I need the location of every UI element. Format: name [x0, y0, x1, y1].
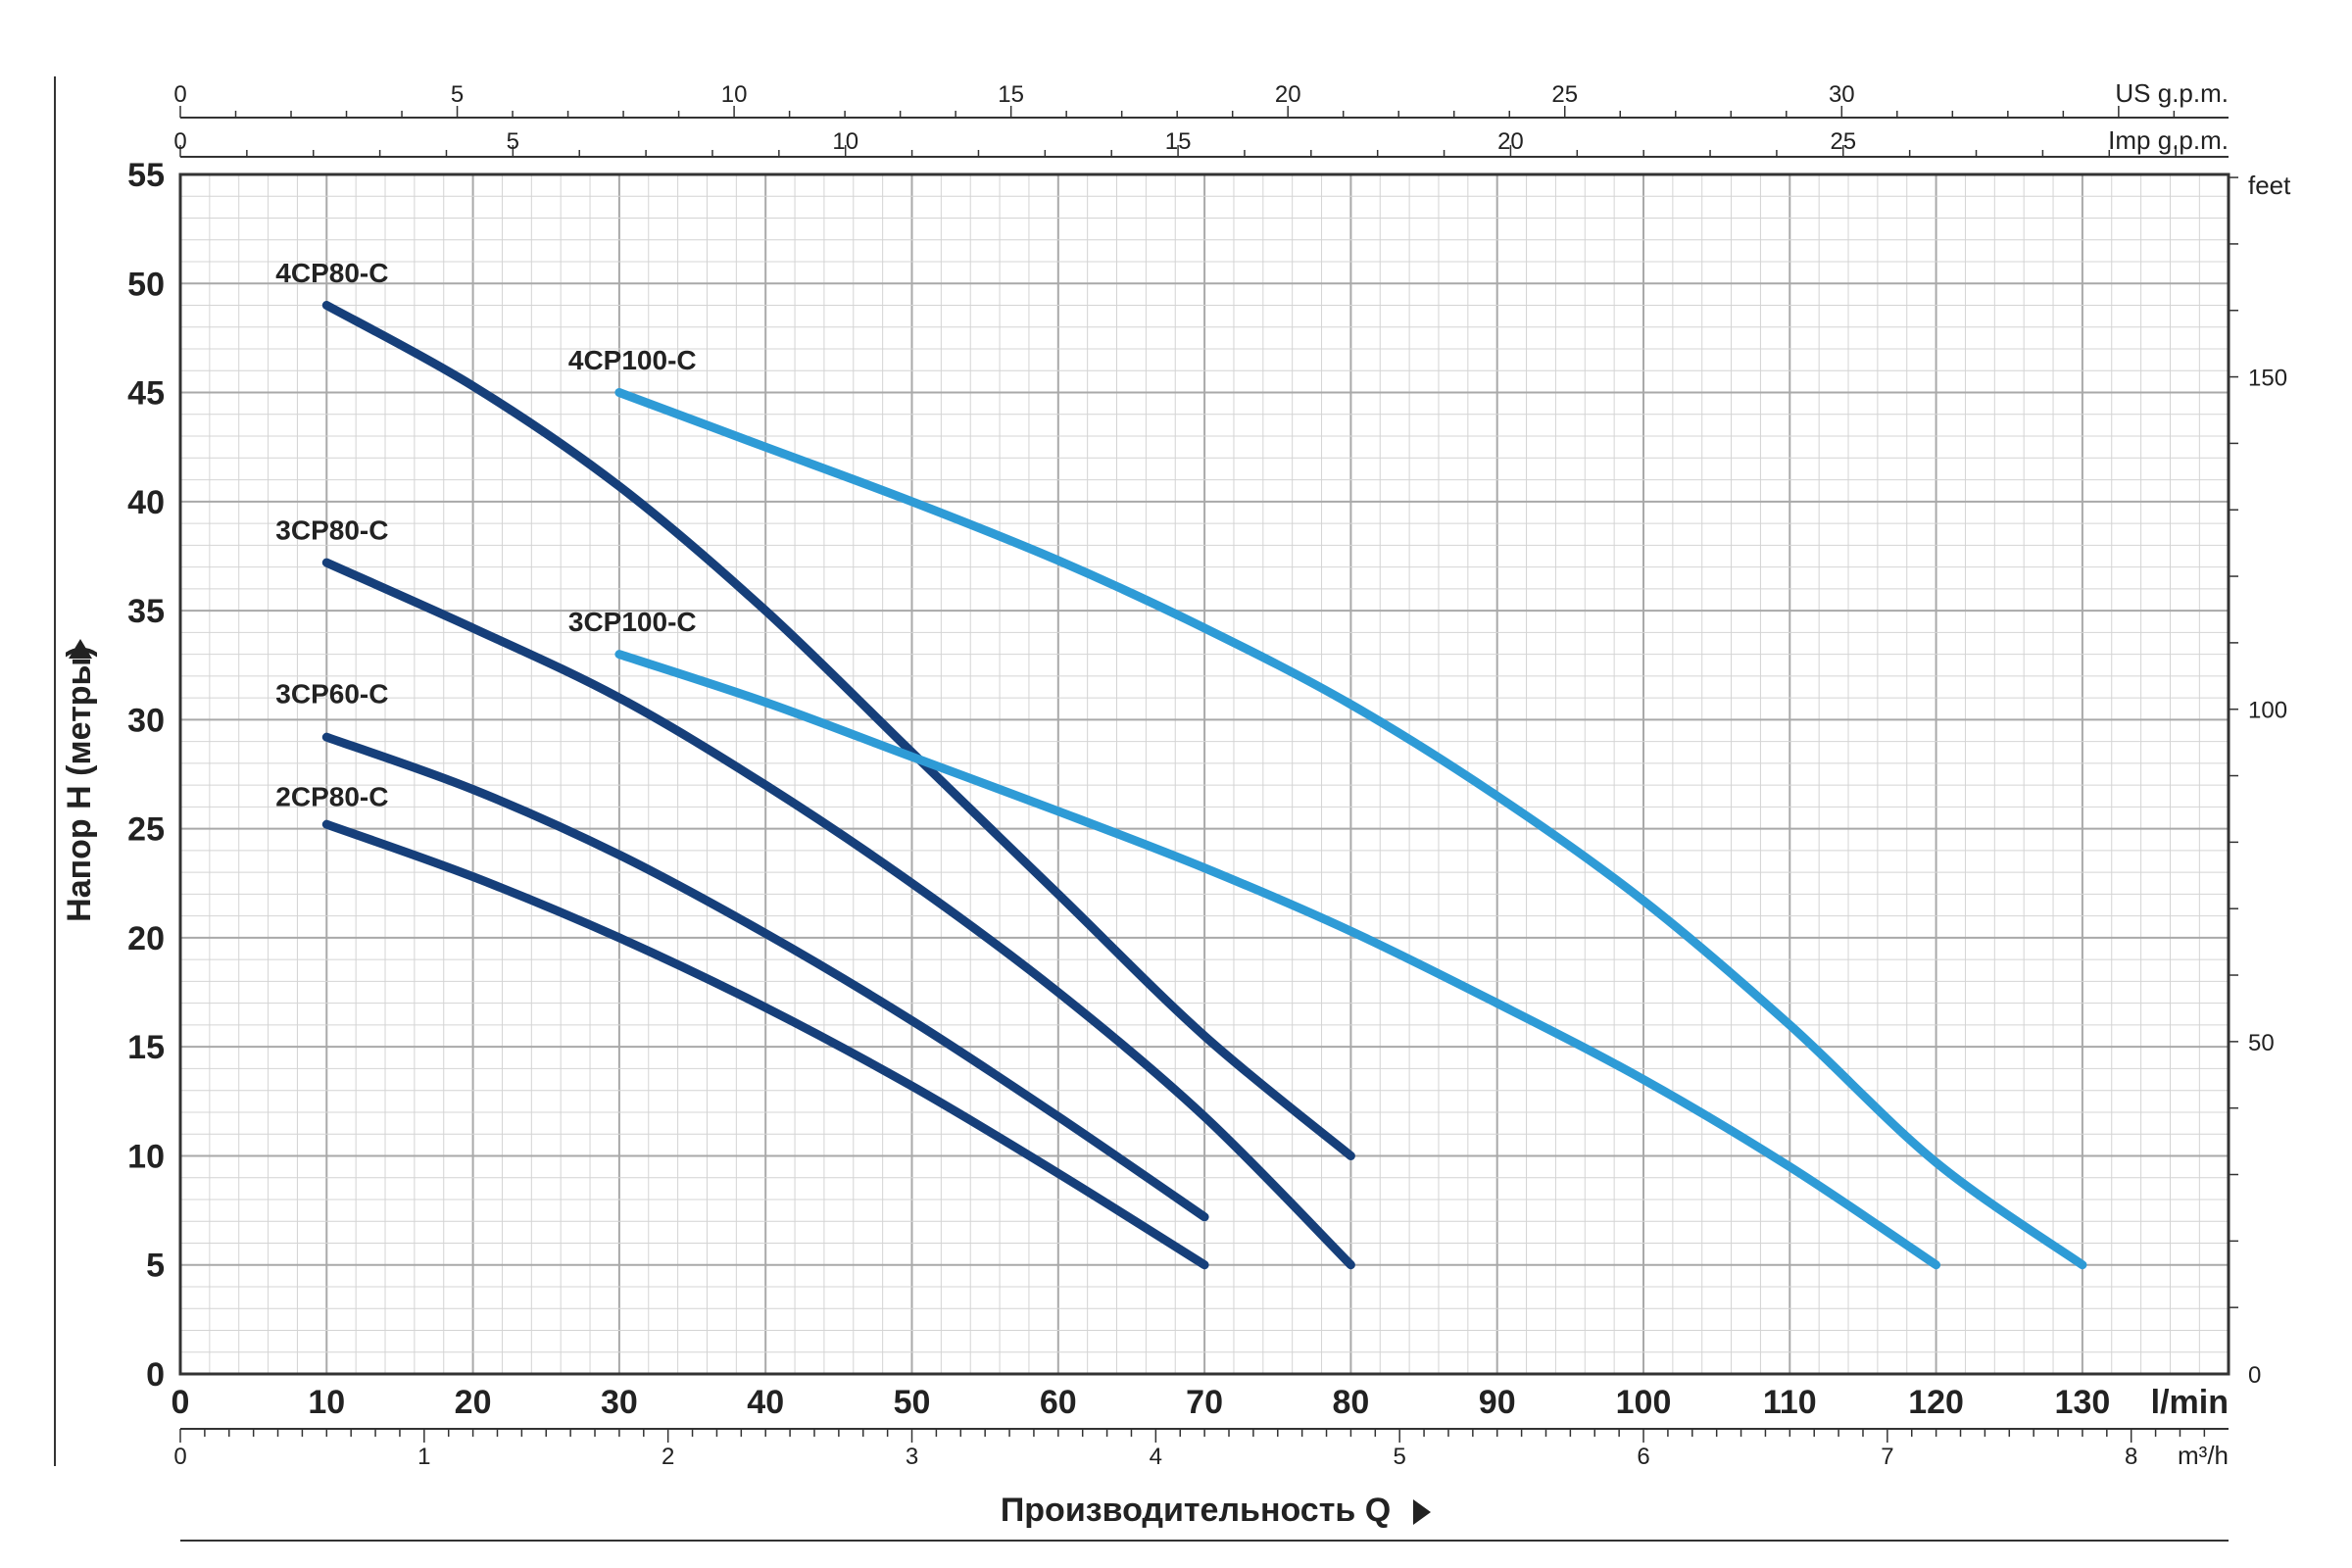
x-tick-label: 20: [455, 1384, 492, 1421]
m3h-tick-label: 5: [1394, 1444, 1406, 1470]
x-unit-label: l/min: [2151, 1384, 2229, 1421]
x-tick-label: 0: [172, 1384, 190, 1421]
imp-gpm-tick-label: 25: [1830, 128, 1856, 155]
x-tick-label: 10: [308, 1384, 345, 1421]
y-axis-title-arrow-icon: [69, 639, 92, 659]
y-tick-label: 50: [127, 266, 165, 303]
series-line-3cp60-c: [321, 732, 1209, 1222]
series-label-4cp100-c: 4CP100-C: [568, 345, 697, 375]
y-tick-label: 25: [127, 811, 165, 849]
us-gpm-tick-label: 25: [1551, 81, 1578, 108]
us-gpm-unit-label: US g.p.m.: [2115, 78, 2229, 108]
y-tick-label: 10: [127, 1138, 165, 1175]
x-tick-label: 110: [1763, 1384, 1817, 1421]
series-line-3cp80-c: [321, 558, 1355, 1270]
feet-tick-label: 150: [2248, 366, 2287, 392]
m3h-tick-label: 6: [1637, 1444, 1649, 1470]
m3h-tick-label: 2: [662, 1444, 674, 1470]
m3h-tick-label: 8: [2125, 1444, 2137, 1470]
y-tick-label: 30: [127, 702, 165, 739]
series-curves: [321, 301, 2087, 1270]
m3h-unit-label: m³/h: [2178, 1441, 2229, 1470]
imp-gpm-tick-label: 20: [1497, 128, 1524, 155]
series-label-2cp80-c: 2CP80-C: [275, 781, 388, 811]
us-gpm-tick-label: 15: [998, 81, 1024, 108]
x-tick-label: 120: [1908, 1384, 1964, 1421]
x-tick-label: 60: [1040, 1384, 1077, 1421]
series-line-2cp80-c: [321, 819, 1209, 1270]
series-line-4cp100-c: [614, 388, 2087, 1270]
feet-tick-label: 0: [2248, 1362, 2261, 1389]
m3h-tick-label: 7: [1881, 1444, 1893, 1470]
series-label-3cp100-c: 3CP100-C: [568, 607, 697, 637]
series-label-3cp80-c: 3CP80-C: [275, 515, 388, 546]
x-tick-label: 100: [1616, 1384, 1672, 1421]
series-label-3cp60-c: 3CP60-C: [275, 679, 388, 710]
imp-gpm-tick-label: 15: [1165, 128, 1192, 155]
x-axis-title: Производительность Q: [1001, 1492, 1391, 1529]
y-axis-title: Напор H (метры): [61, 646, 98, 922]
imp-gpm-tick-label: 5: [507, 128, 519, 155]
x-tick-label: 40: [747, 1384, 784, 1421]
y-tick-label: 5: [146, 1248, 165, 1285]
us-gpm-tick-label: 5: [451, 81, 464, 108]
series-line-4cp80-c: [321, 301, 1355, 1160]
series-line-3cp100-c: [614, 650, 1941, 1270]
imp-gpm-tick-label: 0: [173, 128, 186, 155]
us-gpm-tick-label: 30: [1829, 81, 1855, 108]
y-tick-label: 0: [146, 1356, 165, 1394]
m3h-tick-label: 1: [417, 1444, 430, 1470]
plot-frame: [178, 172, 2230, 1376]
m3h-tick-label: 0: [173, 1444, 186, 1470]
x-tick-label: 70: [1186, 1384, 1223, 1421]
x-axis-title-arrow-icon: [1413, 1499, 1431, 1525]
feet-unit-label: feet: [2248, 171, 2291, 200]
grid: [180, 174, 2229, 1374]
y-tick-label: 35: [127, 593, 165, 630]
m3h-tick-label: 4: [1150, 1444, 1162, 1470]
x-tick-label: 30: [601, 1384, 638, 1421]
feet-tick-label: 50: [2248, 1030, 2275, 1056]
feet-tick-label: 100: [2248, 698, 2287, 724]
imp-gpm-tick-label: 10: [832, 128, 858, 155]
imp-gpm-unit-label: Imp g.p.m.: [2108, 125, 2229, 155]
y-tick-label: 20: [127, 920, 165, 957]
us-gpm-tick-label: 20: [1275, 81, 1301, 108]
us-gpm-tick-label: 0: [173, 81, 186, 108]
series-label-4cp80-c: 4CP80-C: [275, 258, 388, 288]
x-tick-label: 50: [894, 1384, 931, 1421]
y-tick-label: 55: [127, 157, 165, 194]
us-gpm-tick-label: 10: [721, 81, 748, 108]
x-tick-label: 130: [2055, 1384, 2111, 1421]
y-tick-label: 15: [127, 1029, 165, 1066]
x-tick-label: 80: [1332, 1384, 1369, 1421]
y-tick-label: 40: [127, 484, 165, 521]
m3h-tick-label: 3: [906, 1444, 918, 1470]
y-tick-label: 45: [127, 375, 165, 413]
x-tick-label: 90: [1479, 1384, 1516, 1421]
series-labels: 4CP80-C 4CP100-C 3CP80-C 3CP100-C 3CP60-C 2CP…: [275, 258, 696, 811]
